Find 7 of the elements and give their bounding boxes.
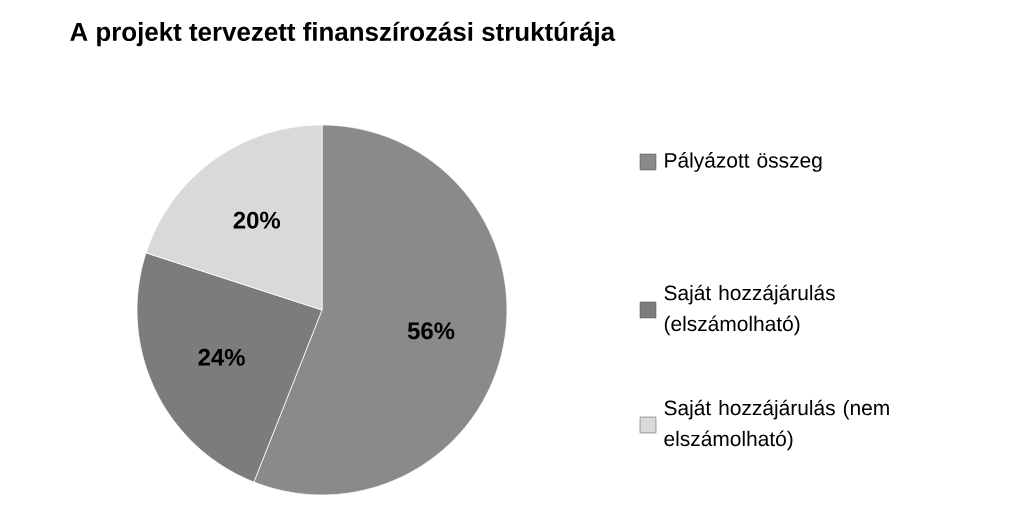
legend-label: Saját hozzájárulás (elszámolható) [664, 284, 835, 336]
data-label: 20% [233, 211, 281, 229]
legend-label: Pályázott összeg [665, 152, 822, 172]
data-label: 24% [198, 348, 245, 366]
chart-title: A projekt tervezett finanszírozási struktúrája [70, 21, 616, 47]
legend-label: Saját hozzájárulás (nem elszámolható) [664, 399, 889, 451]
data-label: 56% [407, 322, 455, 340]
